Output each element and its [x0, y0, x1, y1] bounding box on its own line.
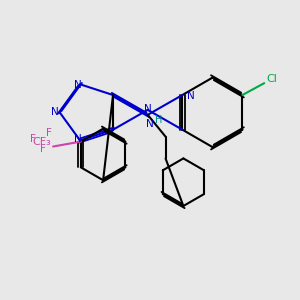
- Text: F: F: [30, 134, 36, 144]
- Text: H: H: [155, 115, 162, 125]
- Text: N: N: [74, 80, 82, 90]
- Text: F: F: [40, 143, 46, 154]
- Text: N: N: [74, 134, 82, 144]
- Text: CF₃: CF₃: [33, 136, 52, 147]
- Text: F: F: [46, 128, 52, 138]
- Text: N: N: [188, 91, 195, 101]
- Text: N: N: [51, 107, 58, 117]
- Text: Cl: Cl: [267, 74, 278, 84]
- Text: N: N: [144, 104, 152, 114]
- Text: N: N: [146, 119, 154, 129]
